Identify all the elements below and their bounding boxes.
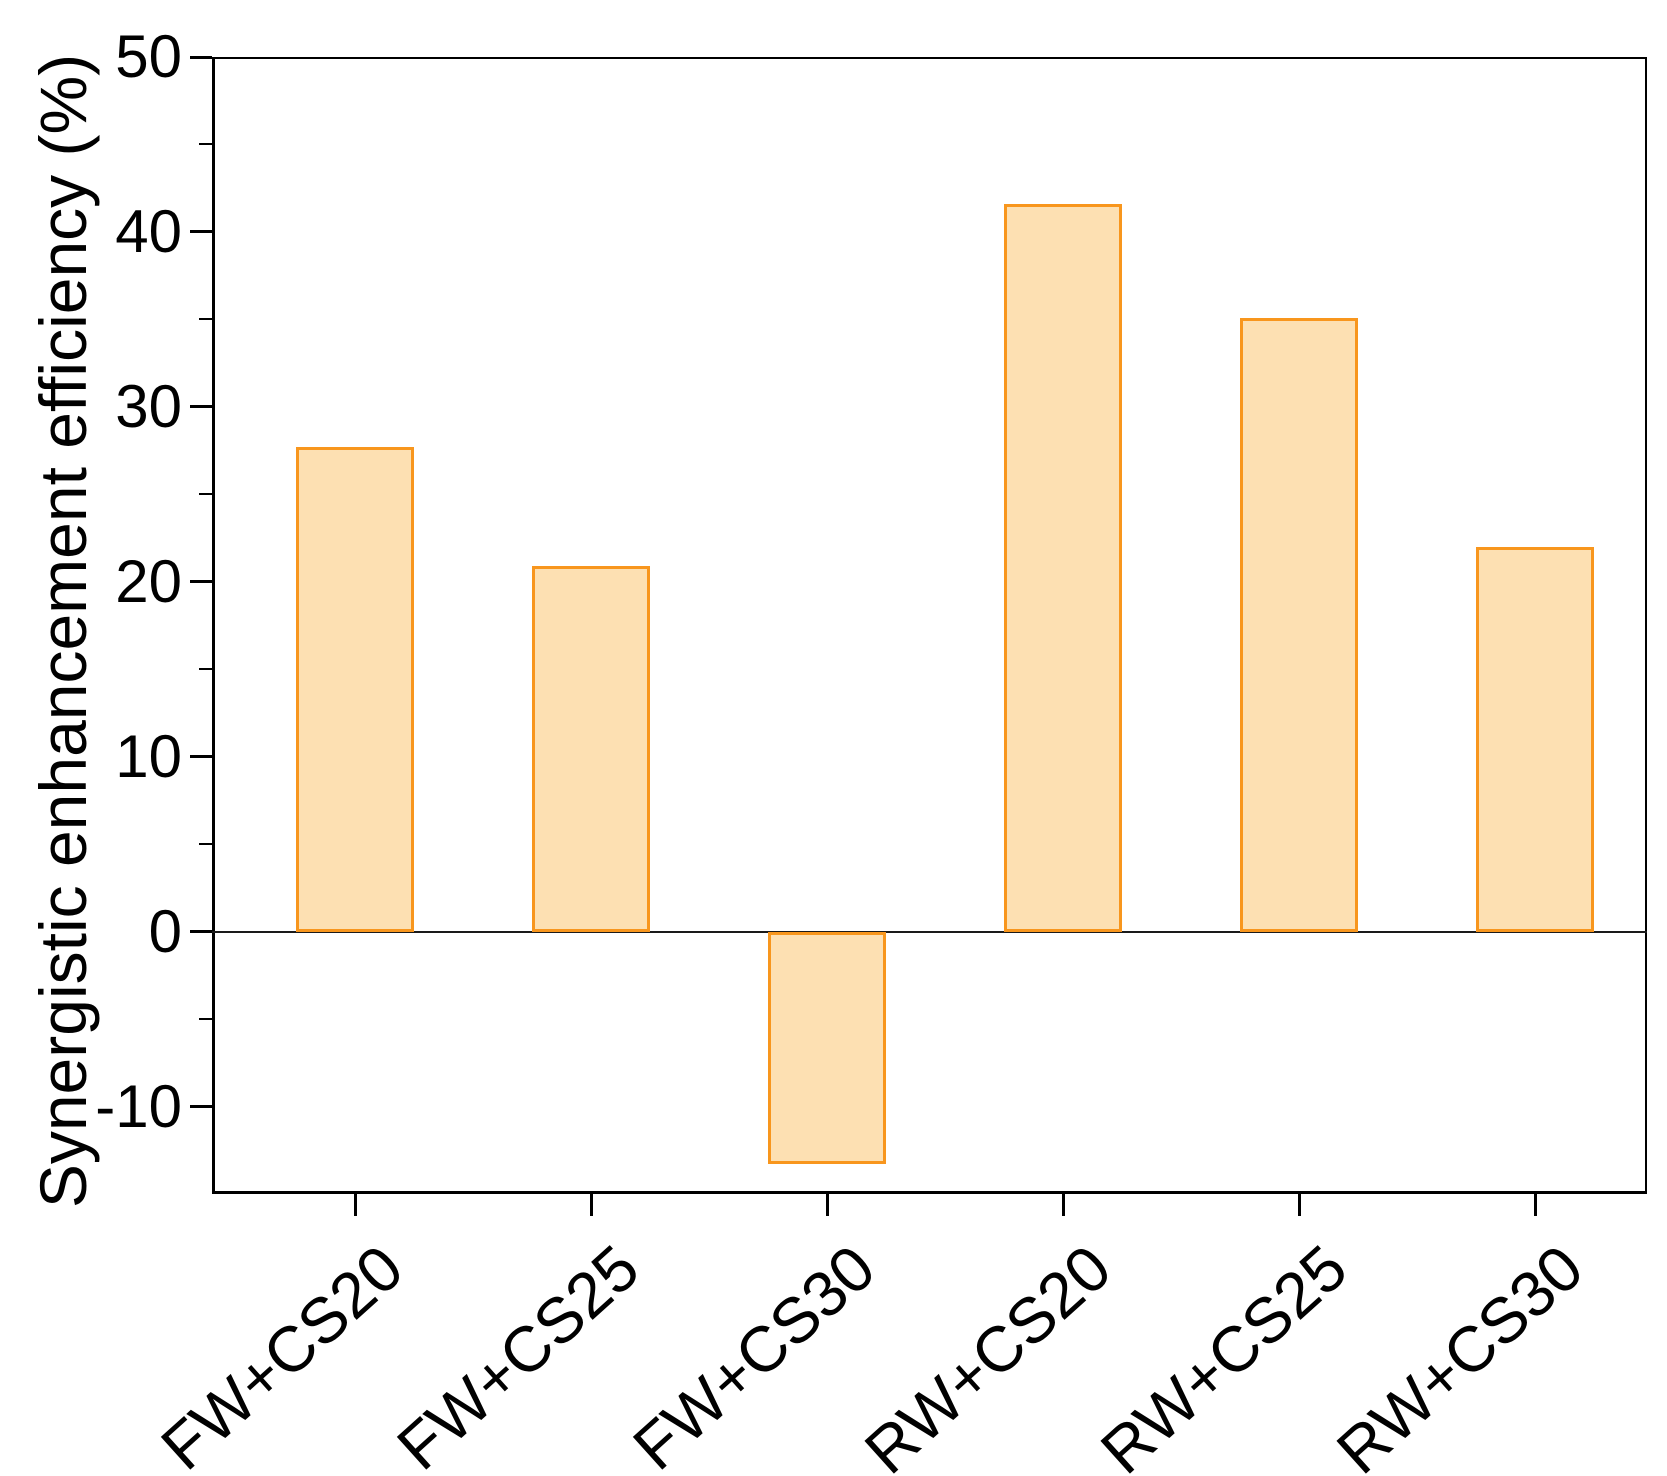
x-tick	[353, 1194, 357, 1216]
y-tick-label: 0	[148, 897, 182, 965]
y-minor-tick	[199, 843, 212, 846]
y-minor-tick	[199, 668, 212, 671]
y-major-tick	[190, 405, 212, 409]
x-tick-label: RW+CS20	[851, 1231, 1125, 1476]
x-tick	[589, 1194, 593, 1216]
plot-area	[212, 57, 1647, 1194]
bar-FW+CS30	[768, 931, 886, 1165]
y-major-tick	[190, 930, 212, 934]
y-minor-tick	[199, 318, 212, 321]
y-tick-label: 10	[115, 722, 182, 790]
x-tick-label: FW+CS25	[383, 1231, 653, 1476]
bar-FW+CS25	[532, 566, 650, 932]
y-tick-label: 50	[115, 23, 182, 90]
y-tick-label: -10	[95, 1072, 182, 1140]
y-major-tick	[190, 230, 212, 234]
bar-FW+CS20	[296, 447, 414, 932]
y-minor-tick	[199, 143, 212, 146]
x-tick-label: FW+CS20	[147, 1231, 417, 1476]
bar-RW+CS20	[1004, 203, 1122, 932]
x-tick	[1061, 1194, 1065, 1216]
x-tick	[1533, 1194, 1537, 1216]
x-tick-label: RW+CS25	[1087, 1231, 1361, 1476]
bar-RW+CS25	[1240, 317, 1358, 932]
y-major-tick	[190, 1105, 212, 1109]
y-major-tick	[190, 580, 212, 584]
bar-RW+CS30	[1476, 546, 1594, 932]
x-tick-label: FW+CS30	[619, 1231, 889, 1476]
y-tick-label: 30	[115, 372, 182, 440]
x-tick	[825, 1194, 829, 1216]
y-minor-tick	[199, 1018, 212, 1021]
y-tick-label: 40	[115, 197, 182, 265]
y-major-tick	[190, 55, 212, 59]
y-minor-tick	[199, 493, 212, 496]
x-tick	[1297, 1194, 1301, 1216]
y-major-tick	[190, 755, 212, 759]
y-tick-label: 20	[115, 547, 182, 615]
x-tick-label: RW+CS30	[1323, 1231, 1597, 1476]
zero-line	[212, 930, 1647, 933]
